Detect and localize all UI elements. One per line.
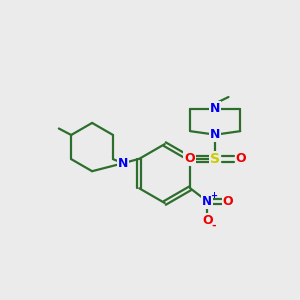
Text: -: -	[211, 221, 215, 231]
Text: N: N	[210, 128, 220, 141]
Text: +: +	[210, 191, 217, 200]
Text: O: O	[236, 152, 246, 165]
Text: O: O	[223, 195, 233, 208]
Text: N: N	[118, 157, 128, 170]
Text: N: N	[210, 102, 220, 115]
Text: O: O	[202, 214, 213, 227]
Text: N: N	[202, 195, 212, 208]
Text: S: S	[210, 152, 220, 166]
Text: O: O	[184, 152, 195, 165]
